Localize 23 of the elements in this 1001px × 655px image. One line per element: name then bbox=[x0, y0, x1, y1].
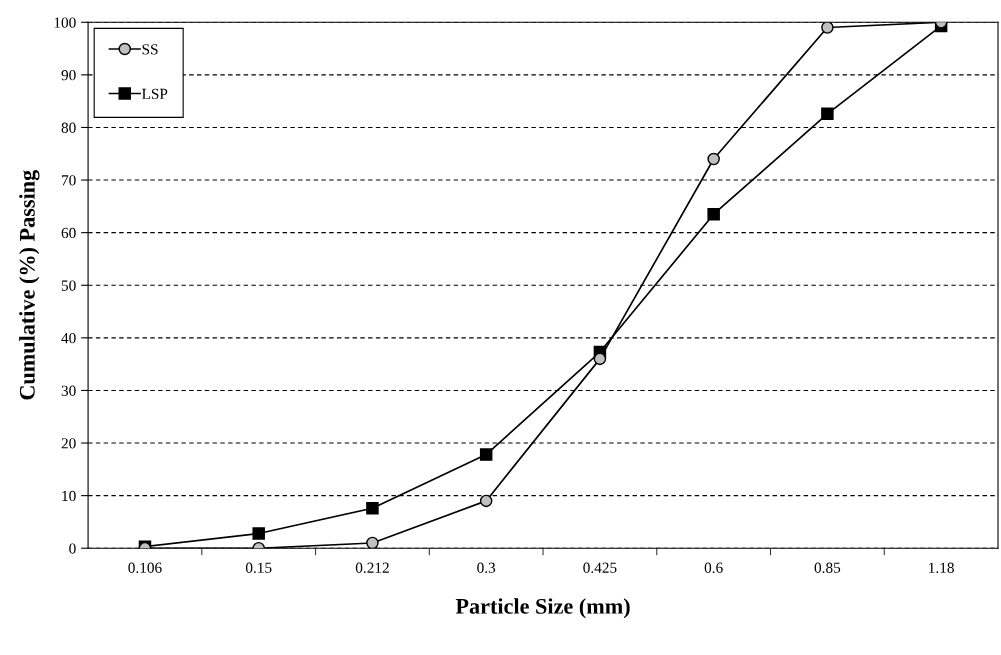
y-tick-label: 0 bbox=[69, 543, 76, 554]
x-tick-label: 0.106 bbox=[128, 562, 162, 573]
x-tick-label: 0.15 bbox=[245, 562, 272, 573]
x-tick-label: 0.3 bbox=[477, 562, 496, 573]
y-tick-label: 30 bbox=[61, 385, 76, 396]
y-tick-label: 20 bbox=[61, 438, 76, 449]
y-tick-label: 100 bbox=[54, 17, 76, 28]
y-tick-label: 80 bbox=[61, 122, 76, 133]
y-axis-title: Cumulative (%) Passing bbox=[19, 170, 40, 400]
x-tick-label: 1.18 bbox=[929, 562, 954, 573]
x-tick-label: 0.425 bbox=[583, 562, 617, 573]
x-tick-label: 0.6 bbox=[704, 562, 723, 573]
x-tick-label: 0.85 bbox=[814, 562, 841, 573]
y-tick-label: 10 bbox=[62, 490, 76, 502]
y-tick-label: 70 bbox=[62, 175, 76, 186]
y-tick-label: 40 bbox=[61, 332, 76, 344]
y-tick-label: 50 bbox=[61, 280, 76, 291]
x-axis-title: Particle Size (mm) bbox=[455, 598, 630, 619]
y-tick-label: 60 bbox=[61, 227, 76, 239]
x-tick-label: 0.212 bbox=[355, 562, 389, 573]
legend-label: LSP bbox=[142, 88, 168, 100]
y-tick-label: 90 bbox=[61, 70, 76, 81]
legend-label: SS bbox=[142, 44, 158, 55]
